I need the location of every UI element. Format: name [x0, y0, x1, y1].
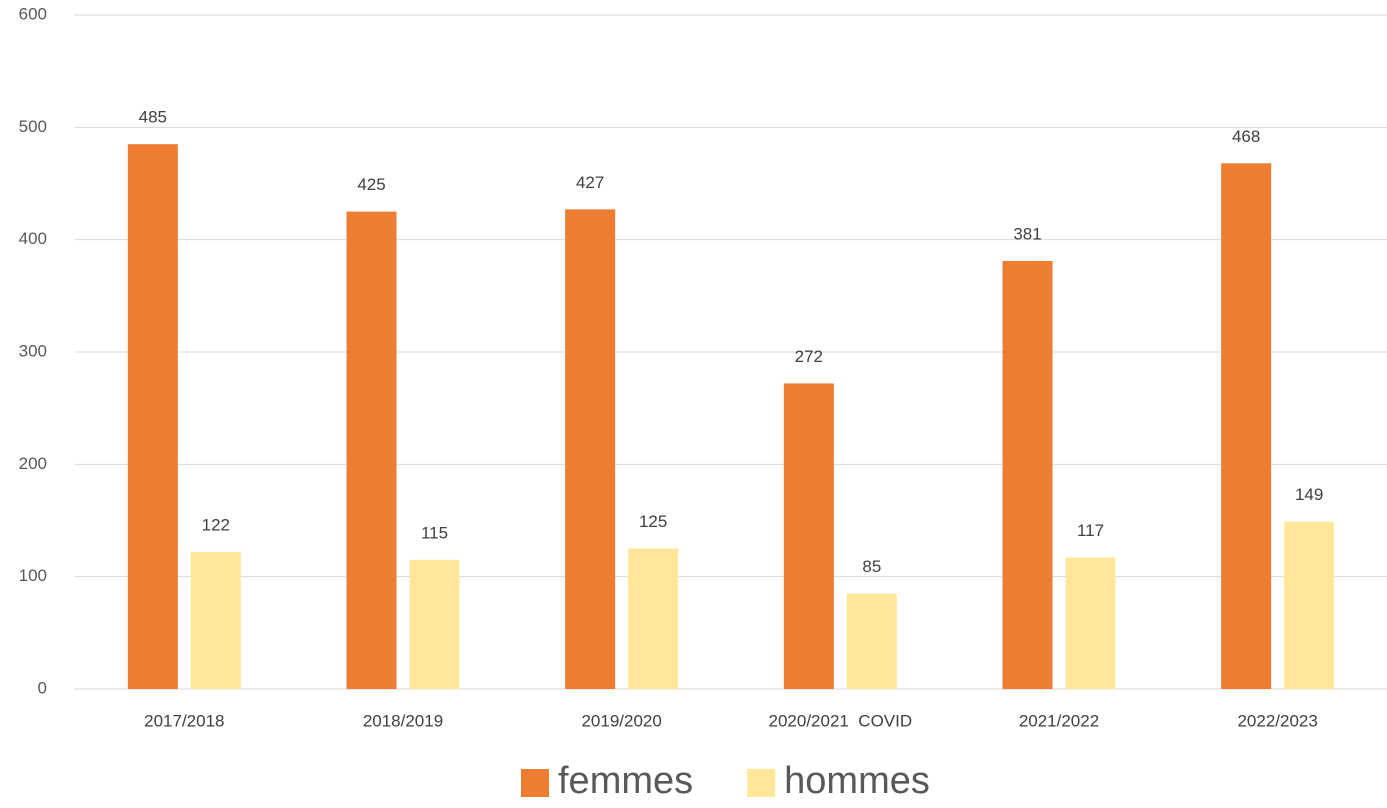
bar — [628, 548, 679, 689]
legend-label: hommes — [784, 760, 930, 802]
y-tick-label: 500 — [19, 117, 47, 136]
x-tick-label: 2022/2023 — [1237, 711, 1317, 730]
data-label: 425 — [357, 175, 385, 194]
data-label: 117 — [1077, 521, 1104, 540]
data-label: 427 — [576, 173, 604, 192]
x-tick-label: 2021/2022 — [1019, 711, 1099, 730]
legend-swatch — [747, 769, 776, 797]
data-label: 122 — [202, 515, 230, 534]
data-label: 125 — [639, 512, 667, 531]
y-tick-label: 200 — [19, 454, 47, 473]
y-tick-label: 300 — [19, 341, 47, 360]
bar — [1065, 557, 1116, 689]
bar — [190, 551, 241, 689]
bar — [565, 209, 616, 689]
y-tick-label: 400 — [19, 229, 47, 248]
bar — [1284, 521, 1335, 689]
legend-label: femmes — [558, 760, 693, 802]
bar — [1221, 163, 1272, 689]
y-tick-label: 100 — [19, 566, 47, 585]
bar — [409, 559, 460, 689]
x-tick-label: 2019/2020 — [581, 711, 661, 730]
y-tick-label: 0 — [38, 678, 47, 697]
bar — [846, 593, 897, 689]
data-label: 149 — [1295, 485, 1323, 504]
x-tick-label: 2017/2018 — [144, 711, 224, 730]
data-label: 272 — [795, 347, 823, 366]
bar — [1002, 261, 1053, 689]
data-label: 468 — [1232, 127, 1260, 146]
x-tick-label: 2020/2021 COVID — [769, 711, 913, 730]
data-label: 115 — [421, 523, 448, 542]
x-tick-label: 2018/2019 — [363, 711, 443, 730]
data-label: 85 — [862, 557, 881, 576]
legend-swatch — [521, 769, 549, 797]
y-tick-label: 600 — [19, 4, 47, 23]
bar — [783, 383, 834, 689]
data-label: 485 — [139, 108, 167, 127]
bar — [346, 211, 397, 690]
bar — [127, 144, 178, 689]
data-label: 381 — [1013, 224, 1041, 243]
